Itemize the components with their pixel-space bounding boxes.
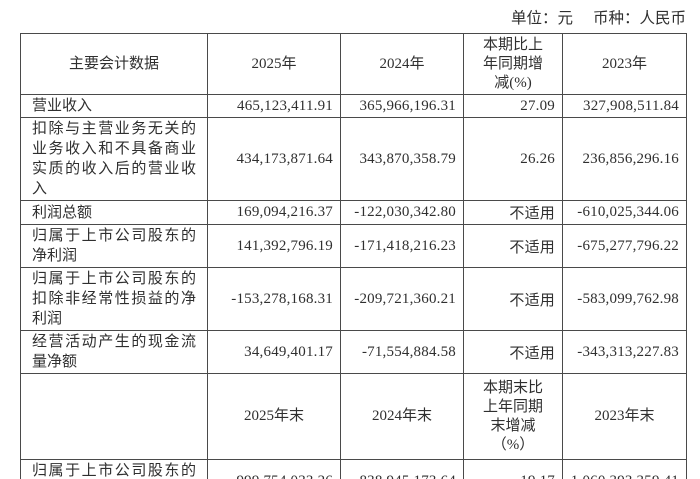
- value-2024: 365,966,196.31: [340, 94, 464, 118]
- header-yoy-change: 本期比上年同期增减(%): [463, 33, 563, 95]
- value-2024: -122,030,342.80: [340, 200, 464, 225]
- key-accounting-data-table: 主要会计数据 2025年 2024年 本期比上年同期增减(%) 2023年 营业…: [20, 33, 687, 479]
- header-empty: [20, 373, 208, 460]
- value-2023: -343,313,227.83: [562, 330, 687, 374]
- value-change: 不适用: [463, 224, 563, 268]
- value-change: 不适用: [463, 200, 563, 225]
- row-label: 利润总额: [20, 200, 208, 225]
- value-2025: 999,754,033.26: [207, 459, 341, 479]
- value-2023: -583,099,762.98: [562, 267, 687, 331]
- value-2024: 838,945,173.64: [340, 459, 464, 479]
- value-2025: 141,392,796.19: [207, 224, 341, 268]
- unit-label: 单位：元: [510, 10, 573, 27]
- table-row-net-profit: 归属于上市公司股东的净利润 141,392,796.19 -171,418,21…: [20, 224, 687, 268]
- table-row-adjusted-revenue: 扣除与主营业务无关的业务收入和不具备商业实质的收入后的营业收入 434,173,…: [20, 117, 687, 201]
- header-2025-end: 2025年末: [207, 373, 341, 460]
- value-2024: -171,418,216.23: [340, 224, 464, 268]
- value-change: 不适用: [463, 267, 563, 331]
- value-2023: 236,856,296.16: [562, 117, 687, 201]
- header-main-metrics: 主要会计数据: [20, 33, 208, 95]
- row-label: 归属于上市公司股东的净利润: [20, 224, 208, 268]
- table-row-net-profit-excl-nonrecurring: 归属于上市公司股东的扣除非经常性损益的净利润 -153,278,168.31 -…: [20, 267, 687, 331]
- value-2024: -71,554,884.58: [340, 330, 464, 374]
- value-2025: 169,094,216.37: [207, 200, 341, 225]
- row-label: 经营活动产生的现金流量净额: [20, 330, 208, 374]
- value-2023: -675,277,796.22: [562, 224, 687, 268]
- period-end-header-row: 2025年末 2024年末 本期末比上年同期末增减（%） 2023年末: [20, 373, 687, 460]
- value-2024: 343,870,358.79: [340, 117, 464, 201]
- value-change: 19.17: [463, 459, 563, 479]
- table-row-net-assets: 归属于上市公司股东的净资产 999,754,033.26 838,945,173…: [20, 459, 687, 479]
- value-2023: 1,060,393,359.41: [562, 459, 687, 479]
- value-2025: -153,278,168.31: [207, 267, 341, 331]
- value-change: 26.26: [463, 117, 563, 201]
- header-2024-end: 2024年末: [340, 373, 464, 460]
- header-2023: 2023年: [562, 33, 687, 95]
- header-2024: 2024年: [340, 33, 464, 95]
- value-2024: -209,721,360.21: [340, 267, 464, 331]
- value-2023: -610,025,344.06: [562, 200, 687, 225]
- row-label: 扣除与主营业务无关的业务收入和不具备商业实质的收入后的营业收入: [20, 117, 208, 201]
- table-row-operating-cash-flow: 经营活动产生的现金流量净额 34,649,401.17 -71,554,884.…: [20, 330, 687, 374]
- value-2025: 465,123,411.91: [207, 94, 341, 118]
- header-period-end-change: 本期末比上年同期末增减（%）: [463, 373, 563, 460]
- table-row-total-profit: 利润总额 169,094,216.37 -122,030,342.80 不适用 …: [20, 200, 687, 225]
- annual-header-row: 主要会计数据 2025年 2024年 本期比上年同期增减(%) 2023年: [20, 33, 687, 95]
- value-2023: 327,908,511.84: [562, 94, 687, 118]
- table-row-revenue: 营业收入 465,123,411.91 365,966,196.31 27.09…: [20, 94, 687, 118]
- unit-currency-caption: 单位：元 币种：人民币: [511, 6, 686, 28]
- value-change: 不适用: [463, 330, 563, 374]
- currency-label: 币种：人民币: [592, 10, 686, 27]
- header-2025: 2025年: [207, 33, 341, 95]
- row-label: 营业收入: [20, 94, 208, 118]
- value-2025: 34,649,401.17: [207, 330, 341, 374]
- row-label: 归属于上市公司股东的净资产: [20, 459, 208, 479]
- value-change: 27.09: [463, 94, 563, 118]
- header-2023-end: 2023年末: [562, 373, 687, 460]
- row-label: 归属于上市公司股东的扣除非经常性损益的净利润: [20, 267, 208, 331]
- value-2025: 434,173,871.64: [207, 117, 341, 201]
